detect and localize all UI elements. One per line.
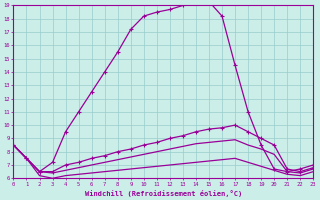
X-axis label: Windchill (Refroidissement éolien,°C): Windchill (Refroidissement éolien,°C): [85, 190, 242, 197]
